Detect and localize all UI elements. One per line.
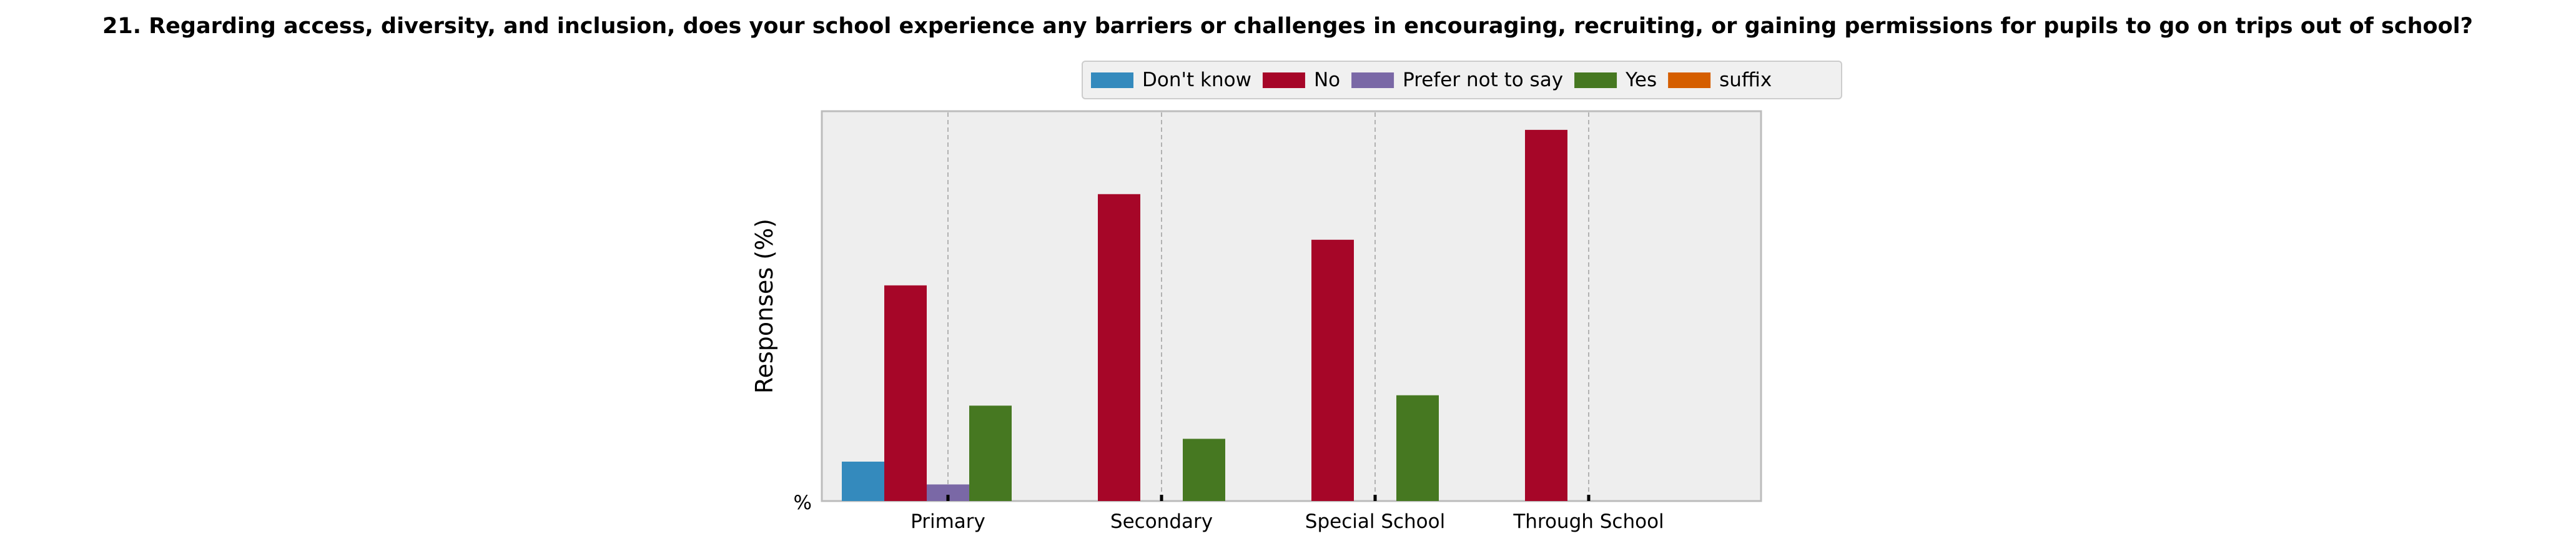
legend-swatch-don-t-know	[1091, 72, 1133, 88]
y-axis-label: Responses (%)	[751, 219, 778, 394]
plot-area	[821, 110, 1762, 502]
legend-swatch-yes	[1574, 72, 1617, 88]
legend-label-suffix: suffix	[1719, 69, 1772, 91]
legend-label-don-t-know: Don't know	[1142, 69, 1251, 91]
legend-label-no: No	[1314, 69, 1340, 91]
bar-secondary-no	[1098, 194, 1140, 501]
bar-special-school-yes	[1396, 395, 1439, 501]
x-tick-label-secondary: Secondary	[1110, 510, 1213, 533]
bar-through-school-no	[1525, 129, 1567, 502]
x-ticks: Primary Secondary Special School Through Sc…	[910, 495, 1664, 533]
legend-swatch-suffix	[1668, 72, 1711, 88]
x-tick-label-special-school: Special School	[1305, 510, 1445, 533]
legend-label-yes: Yes	[1625, 69, 1657, 91]
gridlines	[947, 112, 1589, 500]
legend-label-prefer-not-to-say: Prefer not to say	[1403, 69, 1563, 91]
legend: Don't know No Prefer not to say Yes suffix	[1082, 61, 1842, 99]
bar-secondary-yes	[1183, 439, 1225, 501]
x-tick-label-primary: Primary	[910, 510, 985, 533]
chart-title: 21. Regarding access, diversity, and inc…	[102, 14, 2473, 39]
bar-primary-don-t-know	[842, 461, 884, 501]
legend-swatch-no	[1262, 72, 1305, 88]
bars	[842, 129, 1567, 502]
legend-swatch-prefer-not-to-say	[1351, 72, 1394, 88]
bar-primary-no	[884, 285, 927, 501]
bar-special-school-no	[1311, 239, 1354, 501]
bar-primary-yes	[969, 405, 1012, 501]
y-tick-label: %	[794, 492, 812, 514]
x-tick-label-through-school: Through School	[1513, 510, 1664, 533]
legend-frame	[1082, 61, 1842, 99]
